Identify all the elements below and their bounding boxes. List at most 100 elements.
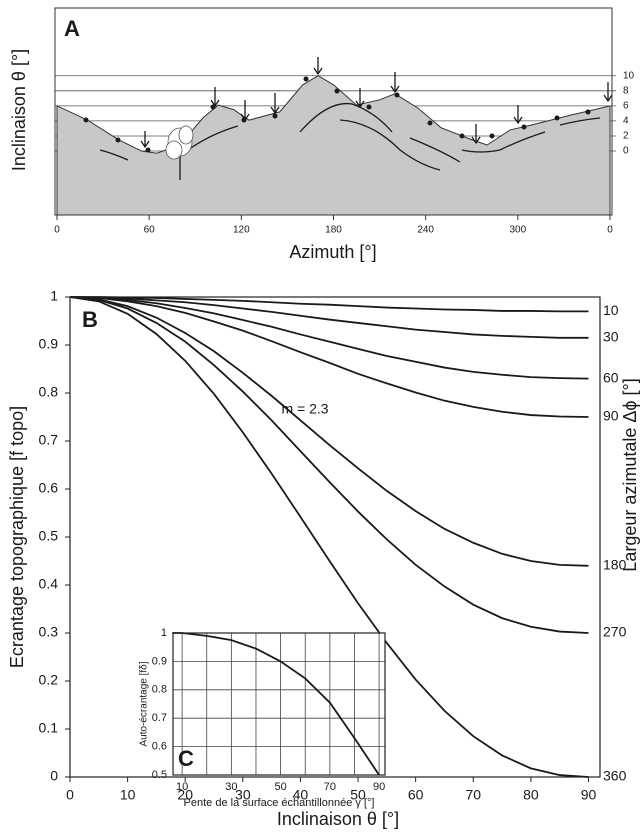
y-tick-label: 0.8 — [39, 384, 59, 400]
dot — [145, 147, 151, 153]
tree — [165, 125, 194, 160]
dot — [554, 115, 560, 121]
y-tick-label: 0.1 — [39, 720, 59, 736]
y-tick-label: 1 — [161, 627, 167, 639]
x-tick-label: 0 — [66, 787, 74, 803]
panel-a-decorations — [83, 57, 613, 180]
dot — [521, 124, 527, 130]
y2-axis-label: Largeur azimutale Δϕ [°] — [620, 378, 640, 571]
dot — [427, 120, 433, 126]
arrow — [313, 57, 323, 76]
y-tick-label: 0 — [623, 146, 629, 157]
dot — [334, 88, 340, 94]
x-axis-label: Inclinaison θ [°] — [277, 809, 399, 829]
panel-label: A — [64, 16, 80, 41]
x-tick-label: 40 — [293, 787, 309, 803]
x-tick-label: 60 — [408, 787, 424, 803]
curve — [69, 296, 589, 778]
x-tick-label: 70 — [465, 787, 481, 803]
x-tick-label: 50 — [350, 787, 366, 803]
curve — [69, 296, 589, 634]
x-tick-label: 180 — [325, 225, 342, 236]
panel-label: B — [82, 307, 98, 332]
y-tick-label: 2 — [623, 131, 629, 142]
y-tick-label: 1 — [50, 288, 58, 304]
y-axis-label: Inclinaison θ [°] — [9, 49, 29, 171]
curve-label: 10 — [603, 302, 619, 318]
ridge-line — [339, 119, 441, 171]
curve — [70, 296, 589, 313]
curve — [69, 296, 589, 418]
y-tick-label: 0.2 — [39, 672, 59, 688]
dot — [83, 117, 89, 123]
curve-label: 360 — [603, 768, 627, 784]
y-tick-label: 4 — [623, 116, 629, 127]
dot — [241, 117, 247, 123]
ridge-line — [99, 149, 129, 161]
y-tick-label: 0.6 — [152, 741, 167, 753]
x-tick-label: 50 — [274, 781, 286, 793]
arrow — [471, 124, 481, 145]
terrain-profile — [56, 75, 611, 216]
arrow — [140, 131, 150, 149]
dot — [303, 76, 309, 82]
x-tick-label: 120 — [233, 225, 250, 236]
x-tick-label: 90 — [581, 787, 597, 803]
dot — [459, 133, 465, 139]
y-tick-label: 0.4 — [39, 576, 59, 592]
x-tick-label: 10 — [120, 787, 136, 803]
curve-label: 90 — [603, 408, 619, 424]
y-tick-label: 0.6 — [39, 480, 59, 496]
arrow — [210, 87, 220, 108]
curve-label: 30 — [603, 329, 619, 345]
x-tick-label: 30 — [235, 787, 251, 803]
y-tick-label: 0.9 — [152, 655, 167, 667]
y-tick-label: 0 — [50, 768, 58, 784]
arrow — [355, 88, 365, 109]
x-tick-label: 0 — [607, 225, 613, 236]
curve — [69, 296, 589, 567]
panel-frame — [172, 632, 386, 776]
y-tick-label: 6 — [623, 100, 629, 111]
y-axis-label: Ecrantage topographique [f topo] — [7, 406, 27, 668]
arrow — [270, 93, 280, 115]
y-tick-label: 0.8 — [152, 684, 167, 696]
y-tick-label: 0.7 — [39, 432, 59, 448]
curve-label: 180 — [603, 557, 627, 573]
tree-crown — [178, 125, 194, 145]
y-tick-label: 0.7 — [152, 712, 167, 724]
panel-a-terrain — [56, 75, 611, 216]
x-tick-label: 0 — [54, 225, 60, 236]
plot-background — [173, 633, 385, 775]
x-tick-label: 300 — [509, 225, 526, 236]
curve-label: 270 — [603, 624, 627, 640]
arrow — [390, 72, 400, 94]
curve — [69, 296, 589, 339]
ridge-line — [559, 117, 601, 126]
dot — [394, 92, 400, 98]
dot — [272, 113, 278, 119]
x-tick-label: 10 — [176, 781, 188, 793]
y-tick-label: 0.5 — [152, 769, 167, 781]
x-axis-label: Azimuth [°] — [289, 242, 376, 262]
x-axis-label: Pente de la surface échantillonnée γ [°] — [184, 797, 375, 809]
arrow — [603, 82, 613, 103]
ridge-line — [409, 137, 461, 163]
curve — [172, 632, 380, 776]
x-tick-label: 80 — [523, 787, 539, 803]
arrow — [513, 105, 523, 125]
curve-label: 60 — [603, 369, 619, 385]
panel-label: C — [178, 746, 194, 771]
dot — [210, 104, 216, 110]
x-tick-label: 90 — [373, 781, 385, 793]
dot — [585, 109, 591, 115]
x-tick-label: 20 — [177, 787, 193, 803]
horizon-points — [83, 76, 591, 153]
y-tick-label: 0.3 — [39, 624, 59, 640]
dot — [115, 137, 121, 143]
ridge-line — [461, 131, 546, 153]
y-tick-label: 10 — [623, 70, 635, 81]
panel-frame — [69, 296, 601, 778]
